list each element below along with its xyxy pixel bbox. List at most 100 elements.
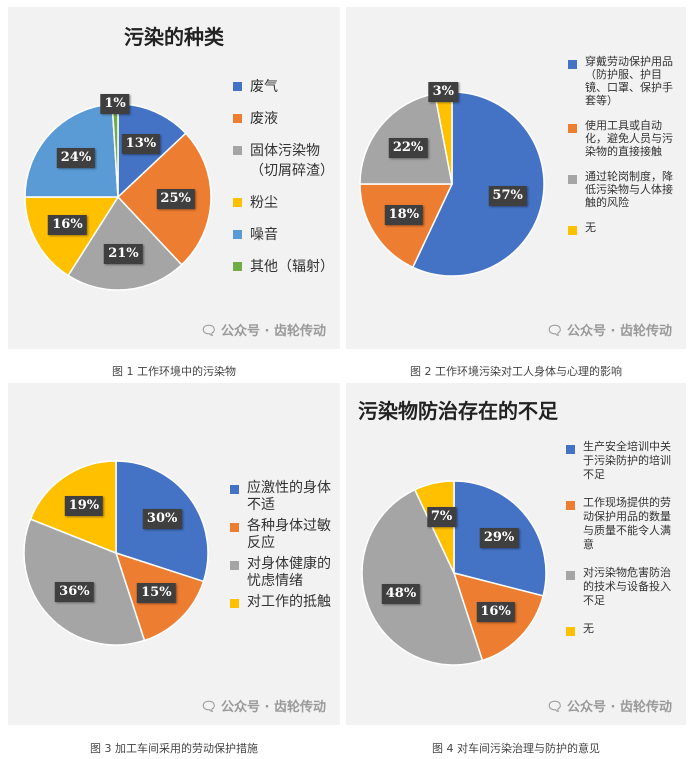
watermark-text: 公众号 · 齿轮传动	[567, 324, 672, 339]
legend-label: 无	[583, 622, 594, 635]
caption-3: 图 3 加工车间采用的劳动保护措施	[90, 742, 258, 755]
watermark-3: 🗨 公众号 · 齿轮传动	[200, 696, 326, 715]
caption-1: 图 1 工作环境中的污染物	[112, 365, 236, 378]
data-label-3: 22%	[388, 137, 428, 158]
legend-swatch	[233, 198, 242, 207]
legend-item: 其他（辐射）	[233, 257, 334, 277]
data-label-4: 3%	[428, 82, 459, 103]
legend-label: 生产安全培训中关于污染防护的培训不足	[583, 440, 671, 481]
wechat-icon: 🗨	[200, 324, 217, 339]
legend-item: 对身体健康的忧虑情绪	[230, 556, 334, 590]
legend-label: 废气	[250, 79, 278, 95]
legend-swatch	[233, 262, 242, 271]
pie-slice-3	[361, 488, 484, 666]
data-label-2: 18%	[384, 204, 424, 225]
legend-label: 通过轮岗制度，降低污染物与人体接触的风险	[585, 170, 673, 209]
pie-slice-1	[411, 91, 545, 277]
legend-swatch	[568, 175, 577, 184]
watermark-text: 公众号 · 齿轮传动	[221, 700, 326, 715]
legend-swatch	[568, 226, 577, 235]
legend-item: 粉尘	[233, 193, 333, 213]
legend-4: 生产安全培训中关于污染防护的培训不足工作现场提供的劳动保护用品的数量与质量不能令…	[566, 440, 678, 650]
data-label-1: 30%	[142, 509, 182, 530]
data-label-2: 15%	[137, 583, 176, 604]
watermark-2: 🗨 公众号 · 齿轮传动	[546, 320, 672, 339]
legend-item: 废气	[233, 77, 333, 97]
legend-label: 废液	[250, 111, 278, 127]
legend-1: 废气废液固体污染物（切屑碎渣） 粉尘噪音其他（辐射）	[233, 77, 334, 289]
data-label-6: 1%	[100, 94, 130, 115]
legend-swatch	[230, 599, 239, 608]
legend-label: 各种身体过敏反应	[247, 518, 331, 551]
legend-label: 对污染物危害防治的技术与设备投入不足	[583, 566, 671, 607]
caption-4: 图 4 对车间污染治理与防护的意见	[432, 742, 600, 755]
legend-swatch	[233, 146, 242, 155]
chart-title-1: 污染的种类	[124, 25, 224, 49]
watermark-4: 🗨 公众号 · 齿轮传动	[546, 696, 672, 715]
legend-label: 工作现场提供的劳动保护用品的数量与质量不能令人满意	[583, 496, 671, 551]
legend-item: 工作现场提供的劳动保护用品的数量与质量不能令人满意	[566, 496, 678, 552]
data-label-5: 24%	[56, 147, 96, 168]
legend-label: 穿戴劳动保护用品（防护服、护目镜、口罩、保护手套等）	[585, 55, 673, 107]
legend-item: 对工作的抵触	[230, 594, 334, 611]
legend-3: 应激性的身体不适 各种身体过敏反应 对身体健康的忧虑情绪对工作的抵触	[230, 480, 334, 615]
caption-2: 图 2 工作环境污染对工人身体与心理的影响	[410, 365, 622, 378]
data-label-4: 19%	[64, 495, 104, 516]
legend-item: 固体污染物（切屑碎渣）	[233, 141, 334, 181]
data-label-3: 48%	[381, 583, 421, 604]
legend-item: 无	[568, 221, 680, 235]
legend-label: 对身体健康的忧虑情绪	[247, 556, 331, 589]
chart-panel-1: 污染的种类 废气废液固体污染物（切屑碎渣） 粉尘噪音其他（辐射） 🗨 公众号 · 齿…	[8, 7, 340, 349]
watermark-text: 公众号 · 齿轮传动	[221, 324, 326, 339]
legend-item: 噪音	[233, 225, 333, 245]
legend-swatch	[233, 230, 242, 239]
pie-slice-3	[67, 195, 183, 291]
watermark-1: 🗨 公众号 · 齿轮传动	[200, 320, 326, 339]
legend-item: 各种身体过敏反应	[230, 518, 334, 552]
legend-item: 使用工具或自动化，避免人员与污染物的直接接触	[568, 119, 680, 158]
pie-slice-2	[359, 183, 454, 269]
legend-swatch	[566, 501, 575, 510]
legend-swatch	[233, 114, 242, 123]
wechat-icon: 🗨	[546, 700, 563, 715]
legend-swatch	[566, 571, 575, 580]
legend-label: 固体污染物（切屑碎渣）	[250, 143, 334, 179]
data-label-3: 21%	[104, 244, 143, 265]
legend-item: 穿戴劳动保护用品（防护服、护目镜、口罩、保护手套等）	[568, 55, 680, 107]
legend-item: 无	[566, 622, 678, 636]
data-label-1: 57%	[488, 186, 527, 207]
legend-swatch	[568, 124, 577, 133]
legend-swatch	[566, 445, 575, 454]
legend-label: 对工作的抵触	[247, 594, 331, 610]
legend-label: 使用工具或自动化，避免人员与污染物的直接接触	[585, 119, 673, 158]
legend-item: 废液	[233, 109, 333, 129]
legend-swatch	[568, 60, 577, 69]
data-label-4: 16%	[48, 214, 87, 235]
data-label-1: 29%	[479, 528, 519, 549]
chart-panel-2: 穿戴劳动保护用品（防护服、护目镜、口罩、保护手套等） 使用工具或自动化，避免人员与…	[346, 7, 686, 349]
legend-label: 其他（辐射）	[250, 259, 334, 275]
chart-title-4: 污染物防治存在的不足	[358, 399, 558, 423]
chart-panel-4: 污染物防治存在的不足 生产安全培训中关于污染防护的培训不足工作现场提供的劳动保护…	[346, 383, 686, 725]
legend-item: 对污染物危害防治的技术与设备投入不足	[566, 566, 678, 608]
legend-label: 应激性的身体不适	[247, 480, 331, 513]
legend-swatch	[230, 561, 239, 570]
legend-swatch	[230, 523, 239, 532]
legend-label: 无	[585, 221, 596, 234]
legend-swatch	[233, 82, 242, 91]
legend-swatch	[230, 485, 239, 494]
wechat-icon: 🗨	[546, 324, 563, 339]
wechat-icon: 🗨	[200, 700, 217, 715]
legend-swatch	[566, 627, 575, 636]
legend-label: 粉尘	[250, 195, 278, 211]
chart-panel-3: 应激性的身体不适 各种身体过敏反应 对身体健康的忧虑情绪对工作的抵触 🗨 公众号 · …	[8, 383, 340, 725]
watermark-text: 公众号 · 齿轮传动	[567, 700, 672, 715]
data-label-4: 7%	[426, 507, 457, 528]
data-label-1: 13%	[121, 134, 161, 155]
legend-item: 生产安全培训中关于污染防护的培训不足	[566, 440, 678, 482]
legend-item: 应激性的身体不适	[230, 480, 334, 514]
legend-2: 穿戴劳动保护用品（防护服、护目镜、口罩、保护手套等） 使用工具或自动化，避免人员与…	[568, 55, 680, 247]
legend-label: 噪音	[250, 227, 278, 243]
data-label-2: 16%	[476, 602, 515, 623]
data-label-2: 25%	[156, 188, 195, 209]
